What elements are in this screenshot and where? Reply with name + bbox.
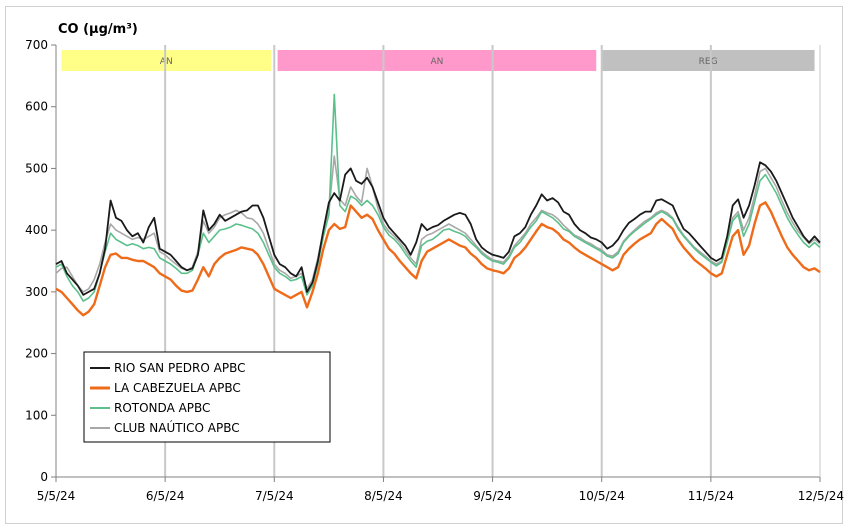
band-label-2: REG	[699, 57, 718, 67]
legend-box	[83, 351, 331, 443]
axes-layer: 0 100 200 300 400 500 600 700 5/5/24 6/5/24 7/5/24…	[25, 38, 844, 503]
legend-label-3: CLUB NAÚTICO APBC	[114, 420, 240, 435]
x-tick-label-5: 10/5/24	[579, 489, 625, 503]
x-tick-label-1: 6/5/24	[146, 489, 185, 503]
series-line-1	[55, 201, 821, 317]
series-line-3	[55, 155, 821, 293]
x-tick-label-0: 5/5/24	[37, 489, 76, 503]
band-label-1: AN	[430, 57, 443, 67]
x-tick-label-7: 12/5/24	[798, 489, 844, 503]
legend-label-2: ROTONDA APBC	[114, 401, 210, 415]
y-tick-label-2: 200	[25, 347, 48, 361]
x-tick-label-6: 11/5/24	[688, 489, 734, 503]
series-layer	[55, 93, 821, 317]
series-line-0	[55, 161, 821, 296]
band-label-0: AN	[160, 57, 173, 67]
x-tick-label-3: 8/5/24	[364, 489, 403, 503]
bands-layer: AN AN REG	[61, 50, 815, 71]
legend-label-0: RIO SAN PEDRO APBC	[114, 361, 245, 375]
chart-title: CO (µg/m³)	[58, 22, 138, 37]
y-tick-label-6: 600	[25, 100, 48, 114]
y-tick-label-0: 0	[40, 470, 48, 484]
x-tick-label-2: 7/5/24	[255, 489, 294, 503]
series-line-2	[55, 93, 821, 302]
band-0	[61, 50, 272, 71]
y-tick-label-1: 100	[25, 408, 48, 422]
y-tick-label-7: 700	[25, 38, 48, 52]
legend: RIO SAN PEDRO APBC LA CABEZUELA APBC ROTON…	[83, 351, 331, 443]
y-tick-label-4: 400	[25, 223, 48, 237]
band-1	[277, 50, 597, 71]
legend-label-1: LA CABEZUELA APBC	[114, 381, 241, 395]
band-2	[601, 50, 815, 71]
y-tick-label-5: 500	[25, 161, 48, 175]
y-tick-label-3: 300	[25, 285, 48, 299]
x-tick-label-4: 9/5/24	[473, 489, 512, 503]
